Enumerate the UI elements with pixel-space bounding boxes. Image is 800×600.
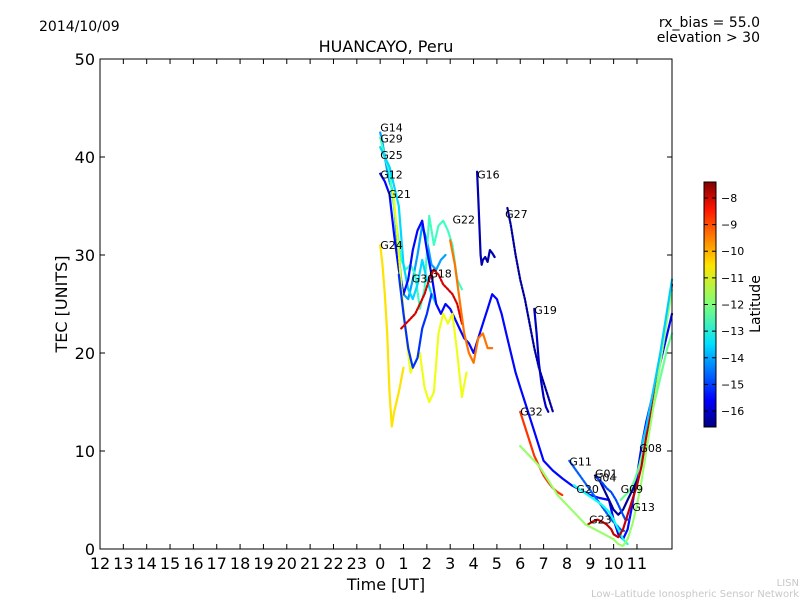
x-tick-label: 19 (253, 554, 273, 573)
x-tick-label: 1 (398, 554, 408, 573)
y-tick-label: 0 (85, 540, 95, 559)
x-tick-label: 21 (300, 554, 320, 573)
colorbar-tick-label: −8 (721, 192, 737, 205)
colorbar-tick-label: −14 (721, 352, 744, 365)
label-g04: G04 (594, 471, 617, 484)
label-g29: G29 (380, 132, 403, 145)
label-g22: G22 (453, 214, 476, 227)
series-g24 (379, 244, 405, 428)
footer-brand: LISN (777, 578, 799, 589)
label-g18: G18 (429, 268, 452, 281)
bias-label: rx_bias = 55.0 (659, 15, 760, 31)
colorbar-tick-label: −11 (721, 272, 744, 285)
date-label: 2014/10/09 (39, 19, 120, 35)
series-g25 (379, 146, 438, 306)
series-g01 (593, 474, 639, 516)
plot-series (379, 131, 674, 548)
x-tick-label: 14 (137, 554, 157, 573)
x-tick-label: 6 (515, 554, 525, 573)
label-g09: G09 (621, 483, 644, 496)
footer-network: Low-Latitude Ionospheric Sensor Network (591, 589, 799, 600)
x-tick-label: 2 (422, 554, 432, 573)
x-tick-label: 10 (603, 554, 623, 573)
label-g25: G25 (380, 149, 403, 162)
label-g23: G23 (589, 514, 612, 527)
x-tick-label: 7 (538, 554, 548, 573)
label-g08: G08 (639, 442, 662, 455)
y-tick-label: 10 (75, 442, 95, 461)
series-g12 (379, 172, 674, 541)
label-g16: G16 (477, 169, 500, 182)
x-tick-label: 8 (562, 554, 572, 573)
colorbar-tick-label: −13 (721, 325, 744, 338)
colorbar-tick-label: −16 (721, 405, 744, 418)
label-g24: G24 (380, 239, 403, 252)
x-axis-label: Time [UT] (346, 575, 425, 594)
x-tick-label: 23 (347, 554, 367, 573)
x-tick-label: 17 (207, 554, 227, 573)
label-g19: G19 (534, 304, 557, 317)
x-tick-label: 18 (230, 554, 250, 573)
x-tick-label: 5 (492, 554, 502, 573)
label-g12: G12 (380, 169, 403, 182)
series-g04 (596, 477, 632, 521)
y-tick-label: 30 (75, 246, 95, 265)
label-g27: G27 (505, 208, 528, 221)
x-tick-label: 20 (277, 554, 297, 573)
x-tick-label: 13 (113, 554, 133, 573)
colorbar-tick-label: −15 (721, 378, 744, 391)
series-g18 (400, 268, 463, 330)
y-tick-label: 50 (75, 50, 95, 69)
x-tick-label: 15 (160, 554, 180, 573)
label-g14: G14 (380, 122, 403, 135)
series-g09 (619, 332, 674, 502)
elevation-label: elevation > 30 (657, 30, 760, 46)
colorbar-tick-label: −12 (721, 299, 744, 312)
colorbar-tick-label: −9 (721, 219, 737, 232)
x-tick-label: 9 (585, 554, 595, 573)
series-g08 (640, 278, 674, 448)
label-g11: G11 (569, 456, 592, 469)
chart-title: HUANCAYO, Peru (319, 37, 454, 56)
y-tick-label: 20 (75, 344, 95, 363)
series-g30 (397, 273, 433, 369)
series-g22 (449, 239, 494, 364)
label-g30: G30 (412, 272, 435, 285)
x-axis: 12 13 14 15 16 17 18 19 20 21 22 23 0 1 2 3 4 5 6 7 8 9 10 11 (90, 59, 647, 573)
x-tick-label: 12 (90, 554, 110, 573)
label-g01: G01 (595, 468, 618, 481)
label-g13: G13 (632, 501, 655, 514)
colorbar-ticks: −16 −15 −14 −13 −12 −11 −10 −9 −8 (704, 192, 744, 418)
series-g16 (476, 170, 496, 266)
x-tick-label: 22 (323, 554, 343, 573)
colorbar-tick-label: −10 (721, 245, 744, 258)
plot-frame (99, 58, 673, 550)
series-g19 (533, 307, 550, 413)
x-tick-label: 16 (183, 554, 203, 573)
label-g21: G21 (388, 188, 411, 201)
series-g29 (379, 136, 463, 310)
label-g20: G20 (576, 483, 599, 496)
series-g13 (519, 288, 674, 548)
y-axis-label: TEC [UNITS] (52, 256, 71, 354)
y-tick-label: 40 (75, 148, 95, 167)
y-axis: 0 10 20 30 40 50 (75, 50, 672, 559)
label-g32: G32 (520, 406, 543, 419)
series-g27 (506, 206, 555, 413)
x-tick-label: 3 (445, 554, 455, 573)
x-tick-label: 0 (375, 554, 385, 573)
x-tick-label: 4 (468, 554, 478, 573)
x-tick-label: 11 (627, 554, 647, 573)
colorbar-label: Latitude (748, 275, 764, 333)
